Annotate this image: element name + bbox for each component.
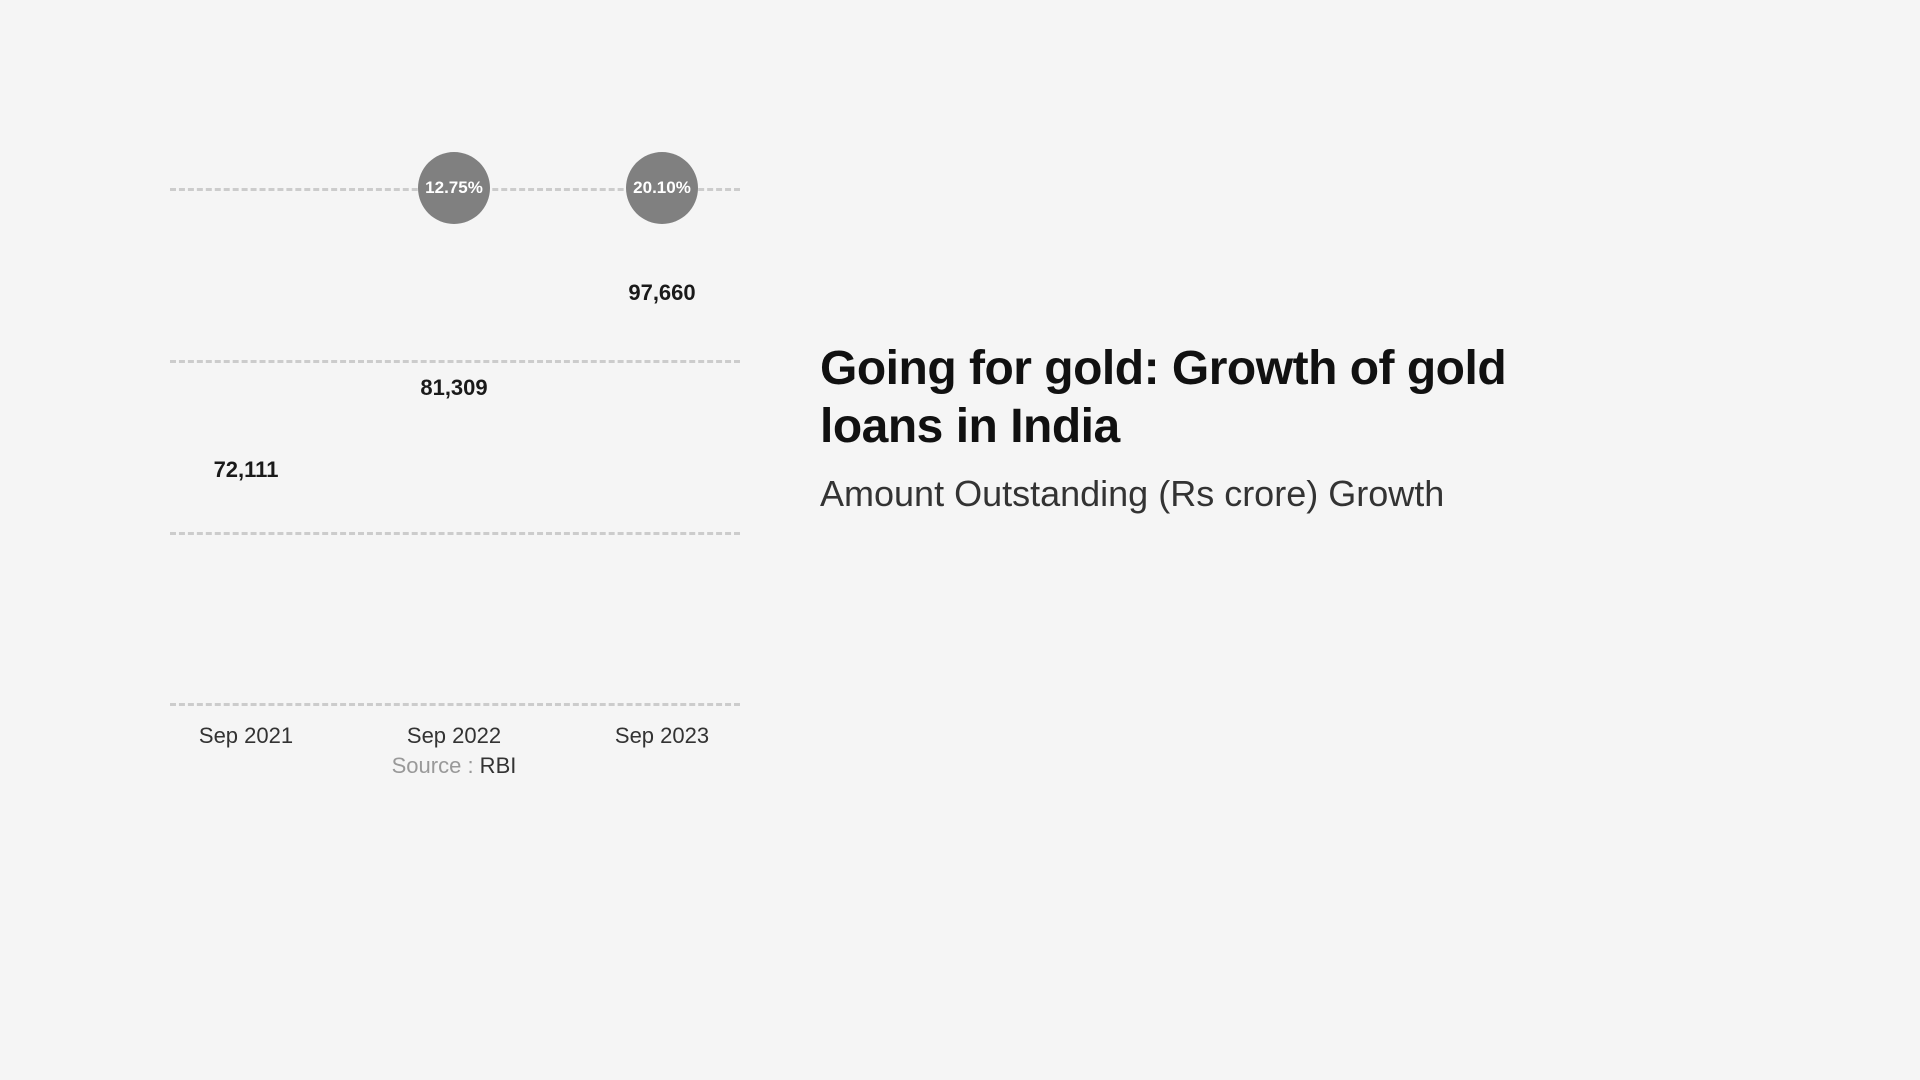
source-text: Source : RBI [392, 753, 517, 779]
growth-circle: 20.10% [626, 152, 698, 224]
gridline [170, 360, 740, 363]
gridline [170, 703, 740, 706]
chart-subtitle: Amount Outstanding (Rs crore) Growth [820, 473, 1540, 515]
x-axis-label: Sep 2022 [407, 723, 501, 749]
growth-circle: 12.75% [418, 152, 490, 224]
chart-area: 12.75% 20.10% 72,111 81,309 97,660 Sep 2… [170, 150, 740, 770]
source-label: Source : [392, 753, 480, 778]
source-value: RBI [480, 753, 517, 778]
value-label: 81,309 [420, 375, 487, 401]
x-axis-label: Sep 2023 [615, 723, 709, 749]
x-axis-label: Sep 2021 [199, 723, 293, 749]
gridline [170, 532, 740, 535]
value-label: 72,111 [214, 457, 279, 483]
title-block: Going for gold: Growth of gold loans in … [820, 340, 1540, 515]
value-label: 97,660 [628, 280, 695, 306]
chart-title: Going for gold: Growth of gold loans in … [820, 340, 1540, 455]
